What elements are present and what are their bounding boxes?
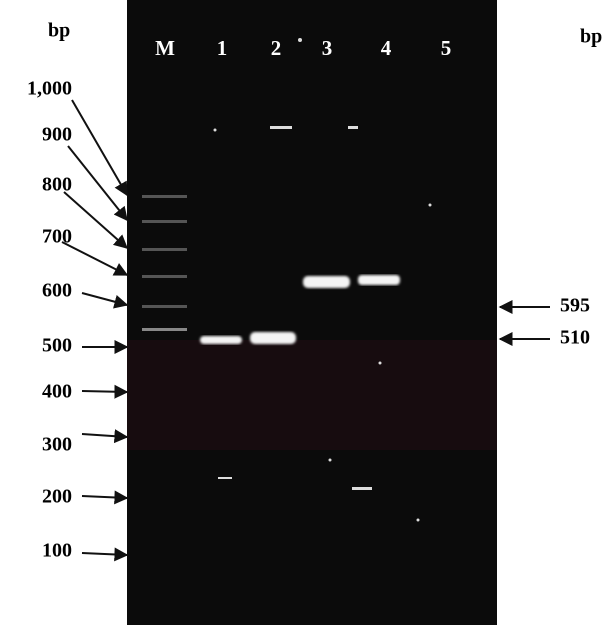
lane-label: 3: [322, 36, 333, 60]
lane-label: M: [155, 36, 175, 60]
lane-label: 4: [381, 36, 392, 60]
size-label: 600: [42, 280, 72, 302]
size-label: 700: [42, 226, 72, 248]
size-label: 300: [42, 434, 72, 456]
lane-label: 1: [217, 36, 228, 60]
size-label: 900: [42, 124, 72, 146]
size-label: 1,000: [27, 78, 72, 100]
size-label: 800: [42, 174, 72, 196]
right-title: bp: [580, 26, 602, 48]
band-size-label: 595: [560, 295, 590, 317]
size-label: 400: [42, 381, 72, 403]
size-label: 100: [42, 540, 72, 562]
left-title: bp: [48, 20, 70, 42]
band-size-label: 510: [560, 327, 590, 349]
gel: [127, 0, 497, 625]
lane-label: 5: [441, 36, 452, 60]
gel-figure: bp bp 1,000 900 800 700 600 500 400 300 200 100 M…: [0, 0, 614, 625]
size-label: 500: [42, 335, 72, 357]
size-label: 200: [42, 486, 72, 508]
lane-label: 2: [271, 36, 282, 60]
gel-shade: [127, 340, 497, 450]
